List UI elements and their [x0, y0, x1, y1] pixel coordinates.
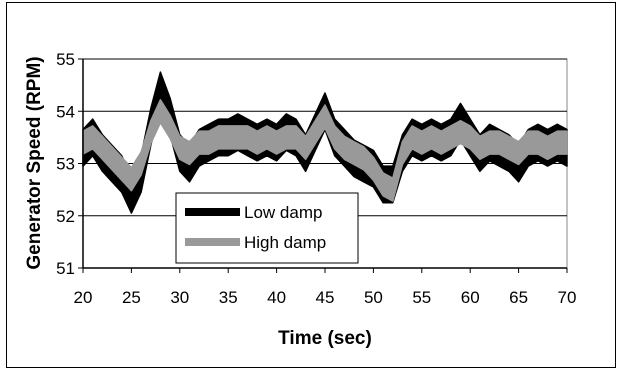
- series-layer: [82, 71, 568, 214]
- y-tick-labels: 51 52 53 54 55: [56, 50, 75, 278]
- x-tick-label: 70: [558, 288, 577, 307]
- y-tick-label: 52: [56, 207, 75, 226]
- x-tick-label: 55: [412, 288, 431, 307]
- legend: Low damp High damp: [175, 192, 359, 264]
- y-tick-label: 54: [56, 102, 75, 121]
- x-tick-label: 20: [74, 288, 93, 307]
- y-tick-label: 51: [56, 259, 75, 278]
- x-tick-label: 30: [170, 288, 189, 307]
- y-axis-title: Generator Speed (RPM): [24, 56, 45, 269]
- x-tick-label: 60: [461, 288, 480, 307]
- x-tick-label: 65: [509, 288, 528, 307]
- x-tick-label: 35: [219, 288, 238, 307]
- y-tick-label: 53: [56, 155, 75, 174]
- legend-box: [175, 192, 359, 264]
- x-tick-label: 25: [122, 288, 141, 307]
- y-tick-label: 55: [56, 50, 75, 69]
- legend-label-high-damp: High damp: [244, 233, 326, 252]
- x-tick-label: 40: [267, 288, 286, 307]
- x-tick-label: 50: [364, 288, 383, 307]
- chart-frame: [6, 2, 616, 368]
- legend-label-low-damp: Low damp: [244, 203, 322, 222]
- x-axis-title: Time (sec): [278, 328, 372, 349]
- x-tick-label: 45: [316, 288, 335, 307]
- axes: [78, 58, 568, 273]
- x-tick-labels: 20 25 30 35 40 45 50 55 60 65 70: [74, 288, 577, 307]
- series-band-high-damp: [82, 99, 568, 202]
